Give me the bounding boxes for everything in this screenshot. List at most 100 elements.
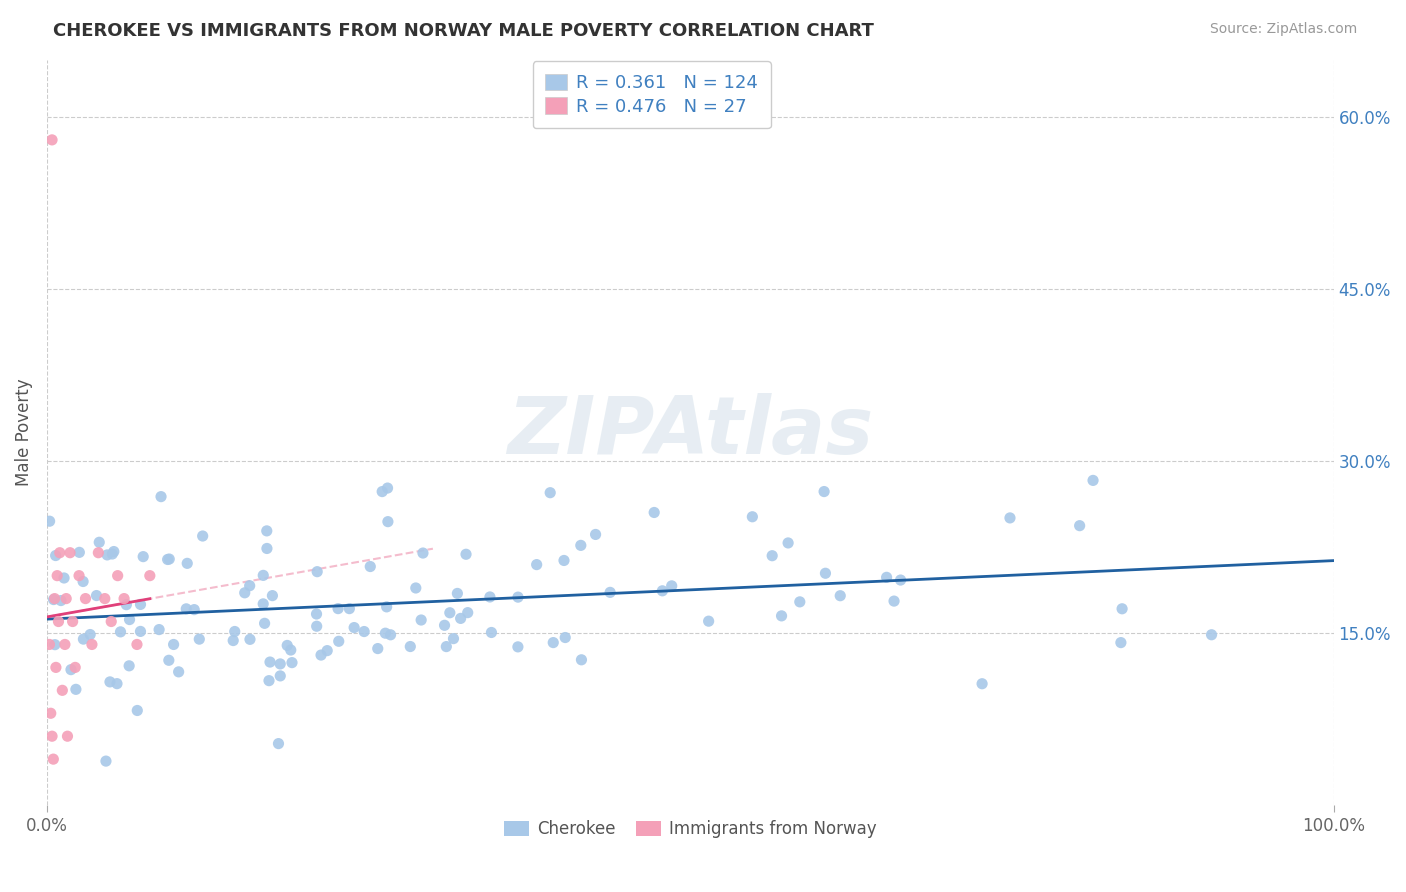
Legend: Cherokee, Immigrants from Norway: Cherokee, Immigrants from Norway xyxy=(498,814,883,845)
Point xyxy=(375,599,398,614)
Point xyxy=(269,669,291,683)
Point xyxy=(87,546,110,560)
Point xyxy=(450,611,472,625)
Point xyxy=(367,641,389,656)
Point xyxy=(129,598,152,612)
Point xyxy=(374,626,396,640)
Point xyxy=(239,579,262,593)
Point xyxy=(118,613,141,627)
Point xyxy=(42,592,65,607)
Point xyxy=(998,511,1021,525)
Point xyxy=(876,570,898,584)
Point xyxy=(59,663,82,677)
Point xyxy=(434,640,457,654)
Point xyxy=(412,546,434,560)
Point xyxy=(156,552,179,566)
Point xyxy=(49,546,72,560)
Point xyxy=(42,752,65,766)
Point xyxy=(761,549,783,563)
Point xyxy=(101,547,124,561)
Point xyxy=(191,529,214,543)
Point xyxy=(157,653,180,667)
Point xyxy=(1081,474,1104,488)
Point xyxy=(259,655,281,669)
Point xyxy=(481,625,503,640)
Point xyxy=(65,682,87,697)
Point xyxy=(643,506,665,520)
Point xyxy=(44,591,66,606)
Point xyxy=(307,565,329,579)
Point xyxy=(1109,635,1132,649)
Point xyxy=(53,571,76,585)
Point xyxy=(100,615,122,629)
Point xyxy=(506,590,529,604)
Point xyxy=(157,552,180,566)
Point xyxy=(55,591,77,606)
Point xyxy=(51,683,73,698)
Point xyxy=(233,586,256,600)
Point xyxy=(276,639,298,653)
Point xyxy=(741,509,763,524)
Point xyxy=(269,657,291,671)
Point xyxy=(651,583,673,598)
Point xyxy=(67,545,90,559)
Point xyxy=(56,729,79,743)
Point xyxy=(67,568,90,582)
Point xyxy=(150,490,173,504)
Point xyxy=(103,544,125,558)
Point xyxy=(86,589,108,603)
Point xyxy=(256,524,278,538)
Point xyxy=(127,704,149,718)
Point xyxy=(454,547,477,561)
Point xyxy=(399,640,422,654)
Point xyxy=(446,586,468,600)
Point xyxy=(569,538,592,552)
Point xyxy=(778,536,800,550)
Point xyxy=(305,619,328,633)
Point xyxy=(661,579,683,593)
Point xyxy=(222,633,245,648)
Point xyxy=(89,535,111,549)
Point xyxy=(96,548,118,562)
Point xyxy=(41,729,63,743)
Point xyxy=(72,574,94,589)
Point xyxy=(267,737,290,751)
Point xyxy=(46,568,69,582)
Point xyxy=(359,559,381,574)
Point xyxy=(1069,518,1091,533)
Point xyxy=(328,634,350,648)
Point xyxy=(252,568,274,582)
Point xyxy=(115,598,138,612)
Point xyxy=(554,631,576,645)
Point xyxy=(63,660,86,674)
Point xyxy=(252,597,274,611)
Point xyxy=(45,660,67,674)
Point xyxy=(305,607,328,621)
Point xyxy=(75,591,97,606)
Point xyxy=(49,593,72,607)
Point xyxy=(326,601,349,615)
Point xyxy=(112,591,135,606)
Point xyxy=(830,589,852,603)
Point xyxy=(183,602,205,616)
Point xyxy=(538,485,561,500)
Point xyxy=(98,674,121,689)
Text: ZIPAtlas: ZIPAtlas xyxy=(508,393,873,471)
Point xyxy=(94,754,117,768)
Point xyxy=(239,632,262,647)
Point xyxy=(38,514,60,528)
Point xyxy=(167,665,190,679)
Point xyxy=(132,549,155,564)
Point xyxy=(39,706,62,721)
Point xyxy=(162,638,184,652)
Point xyxy=(41,133,63,147)
Point xyxy=(541,635,564,649)
Point xyxy=(343,621,366,635)
Point xyxy=(789,595,811,609)
Point xyxy=(59,546,82,560)
Point xyxy=(139,568,162,582)
Point xyxy=(224,624,246,639)
Point xyxy=(585,527,607,541)
Point xyxy=(890,573,912,587)
Point xyxy=(262,589,284,603)
